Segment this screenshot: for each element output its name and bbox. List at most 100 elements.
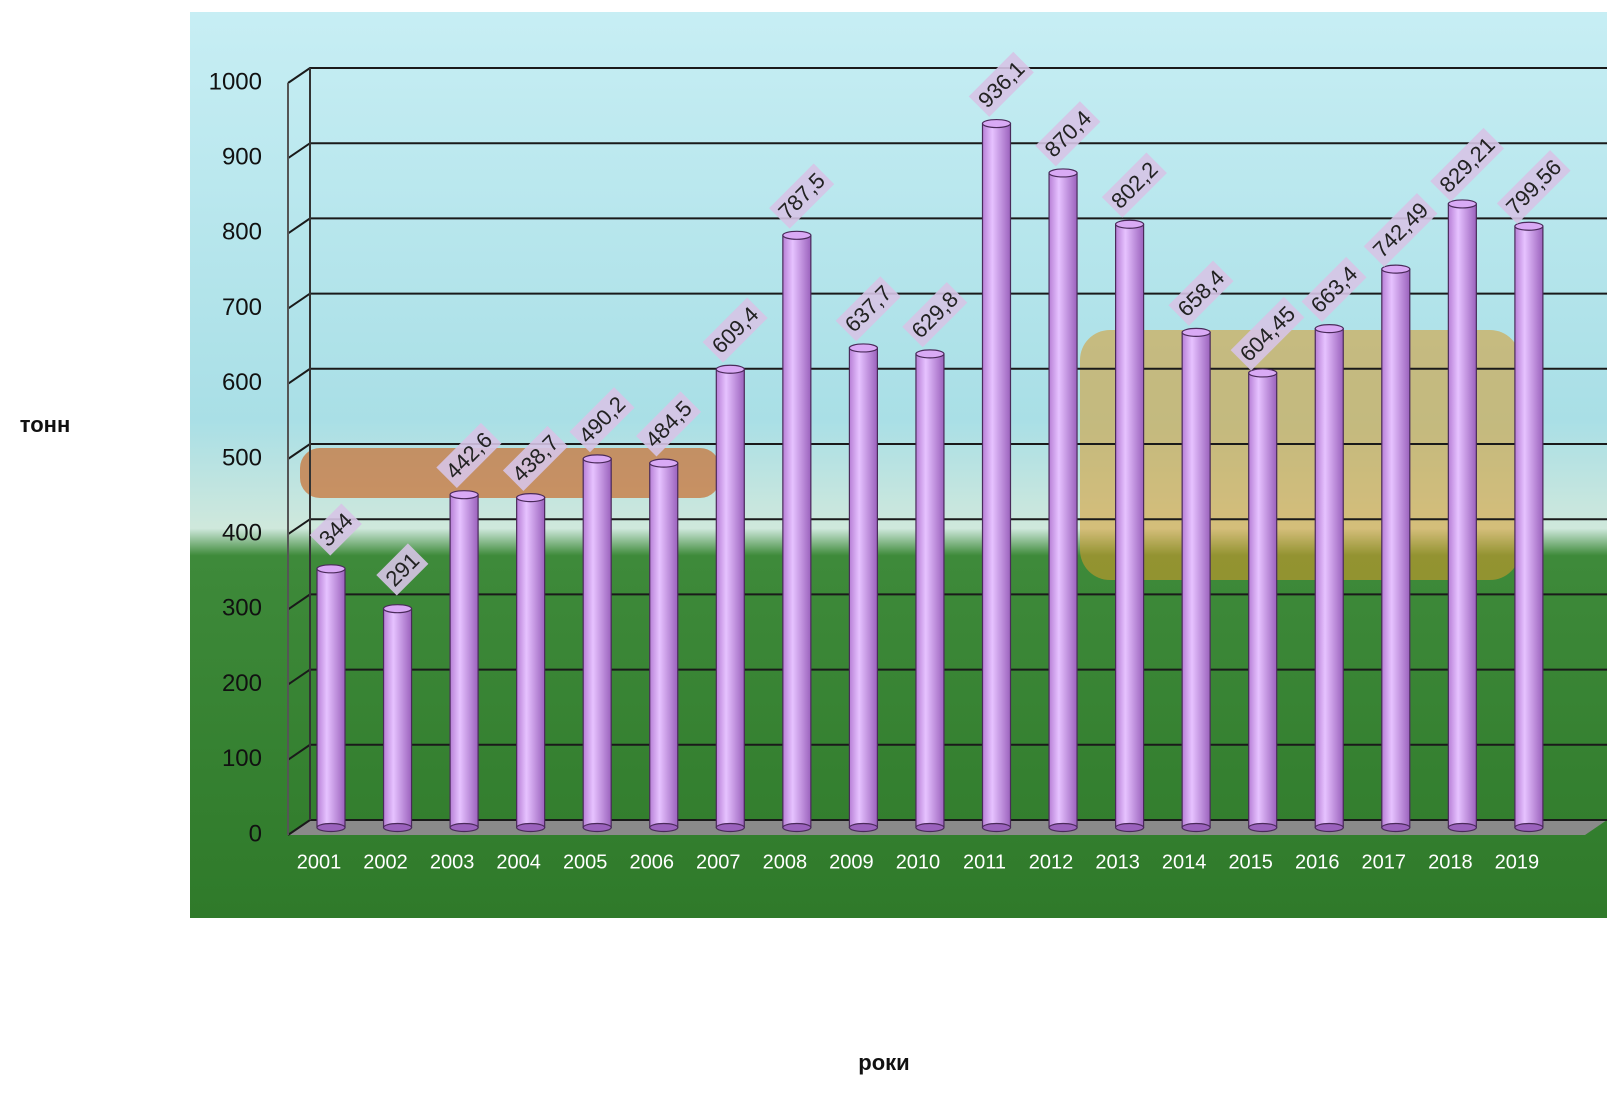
- bar-top: [782, 230, 812, 240]
- bar-top: [981, 118, 1012, 129]
- bar-top: [715, 364, 745, 374]
- bar: [1381, 268, 1411, 829]
- bar-top: [1181, 327, 1211, 337]
- y-axis-title: тонн: [20, 412, 71, 437]
- x-tick-label: 2014: [1162, 851, 1207, 873]
- bar: [1447, 203, 1477, 829]
- bar-top: [316, 564, 346, 574]
- bar-top: [649, 458, 679, 468]
- x-tick-label: 2011: [963, 851, 1006, 873]
- bar-base: [382, 822, 413, 833]
- bar-base: [1447, 822, 1477, 833]
- y-tick-label: 900: [222, 144, 262, 171]
- value-label-group: 787,5: [769, 163, 835, 229]
- value-label-bg: [702, 297, 768, 363]
- bar: [649, 462, 679, 829]
- bar: [516, 496, 546, 829]
- y-tick-label: 1000: [209, 68, 262, 95]
- bar: [915, 353, 945, 829]
- bar-top: [1381, 264, 1411, 274]
- y-tick-label: 600: [222, 369, 262, 396]
- bar-top: [382, 604, 413, 614]
- bar: [1248, 372, 1278, 829]
- bar-base: [1381, 822, 1411, 833]
- value-label-bg: [1363, 193, 1438, 267]
- bar-top: [1048, 168, 1078, 178]
- value-label-bg: [376, 543, 429, 596]
- bar-top: [1514, 221, 1544, 231]
- bar-top: [582, 454, 612, 464]
- y-tick-label: 200: [222, 670, 262, 697]
- bar: [782, 234, 812, 829]
- x-tick-label: 2019: [1495, 851, 1540, 873]
- x-tick-label: 2017: [1362, 851, 1407, 873]
- x-tick-label: 2006: [630, 851, 675, 873]
- bar: [1048, 172, 1078, 829]
- bar: [848, 347, 879, 829]
- x-tick-label: 2003: [430, 851, 475, 873]
- y-tick-label: 800: [222, 219, 262, 246]
- value-label-bg: [1301, 256, 1367, 322]
- bar-top: [516, 492, 546, 503]
- bar-base: [1514, 822, 1544, 833]
- bar-top: [1447, 199, 1477, 209]
- bar-base: [715, 822, 745, 833]
- bar: [981, 122, 1012, 829]
- value-label-bg: [902, 282, 968, 348]
- x-tick-label: 2015: [1228, 851, 1273, 873]
- y-tick-label: 400: [222, 520, 262, 547]
- bar: [316, 568, 346, 829]
- bar-base: [981, 822, 1012, 833]
- bar: [1514, 225, 1544, 829]
- x-tick-label: 2018: [1428, 851, 1473, 873]
- bar: [582, 458, 612, 829]
- x-tick-label: 2010: [896, 851, 941, 873]
- bar-base: [316, 822, 346, 833]
- bar-base: [649, 822, 679, 833]
- bar-top: [848, 343, 879, 353]
- bar: [1114, 223, 1145, 829]
- bar-base: [1048, 822, 1078, 833]
- bar-base: [1114, 822, 1145, 833]
- value-label-bg: [1101, 152, 1167, 218]
- value-label-bg: [1230, 296, 1305, 371]
- x-tick-label: 2013: [1095, 851, 1140, 873]
- value-label-bg: [309, 503, 362, 556]
- bar-top: [1114, 219, 1145, 229]
- x-tick-label: 2005: [563, 851, 608, 873]
- bar-base: [449, 822, 479, 833]
- y-tick-label: 100: [222, 745, 262, 772]
- value-label-bg: [1496, 150, 1571, 224]
- value-label-bg: [1035, 101, 1101, 167]
- value-label-bg: [502, 425, 569, 491]
- bar: [1181, 331, 1211, 829]
- bar-base: [1248, 822, 1278, 833]
- x-tick-label: 2012: [1029, 851, 1074, 873]
- bar-top: [1248, 368, 1278, 378]
- value-label-bg: [1430, 127, 1505, 202]
- value-label-bg: [835, 276, 901, 342]
- x-tick-label: 2007: [696, 851, 741, 873]
- value-label-bg: [1168, 260, 1234, 326]
- bar-base: [848, 822, 879, 833]
- bar: [715, 368, 745, 829]
- bar-base: [582, 822, 612, 833]
- x-axis-title: роки: [858, 1050, 909, 1075]
- x-tick-label: 2008: [763, 851, 808, 873]
- y-tick-label: 500: [222, 444, 262, 471]
- bar-base: [915, 822, 945, 833]
- value-label-bg: [769, 163, 835, 229]
- bar: [1314, 328, 1344, 829]
- bar: [382, 608, 413, 829]
- bar-base: [1181, 822, 1211, 833]
- bar-top: [1314, 324, 1344, 334]
- bar-base: [516, 822, 546, 833]
- value-label-bg: [636, 391, 702, 457]
- bar-base: [782, 822, 812, 833]
- bar-top: [449, 490, 479, 500]
- y-tick-label: 700: [222, 294, 262, 321]
- x-tick-label: 2009: [829, 851, 874, 873]
- value-label-bg: [436, 422, 502, 489]
- y-tick-label: 0: [249, 820, 262, 847]
